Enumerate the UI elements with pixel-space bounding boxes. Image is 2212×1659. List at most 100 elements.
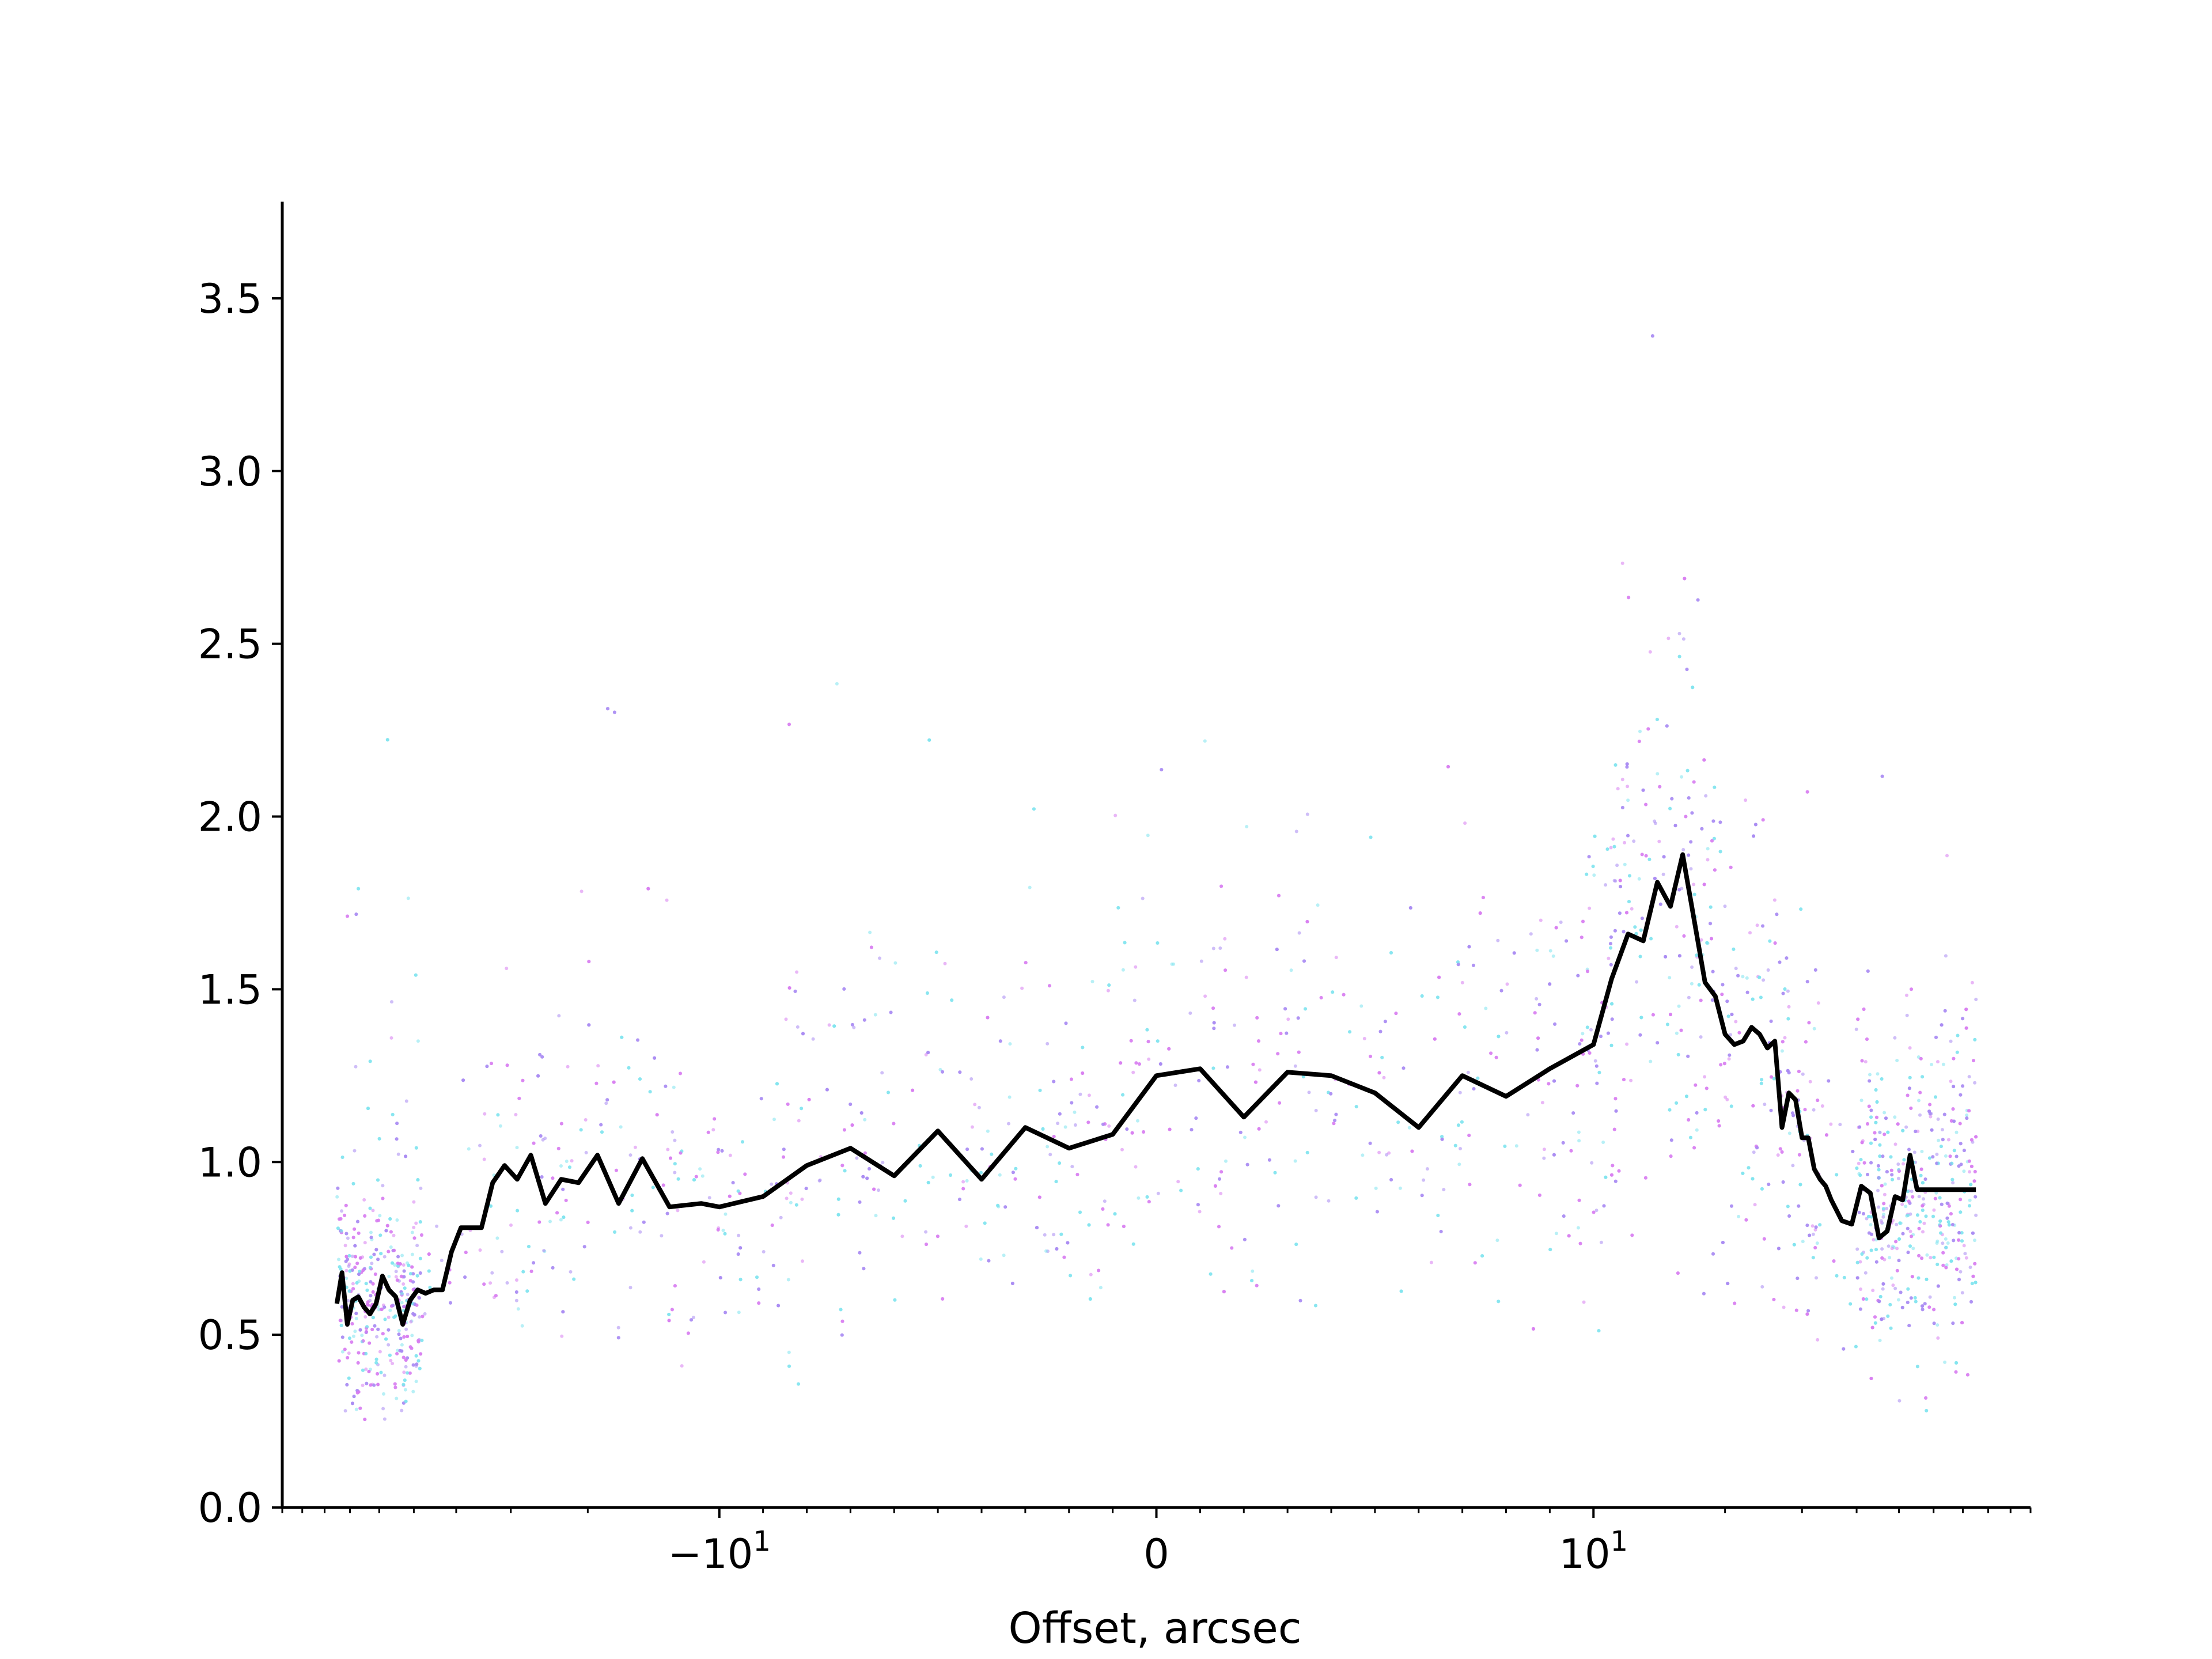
scatter-point [1575, 1084, 1580, 1088]
scatter-point [418, 1256, 422, 1260]
scatter-point [720, 1149, 724, 1153]
scatter-point [1620, 561, 1624, 565]
scatter-point [1835, 1173, 1839, 1177]
scatter-point [1964, 1007, 1968, 1012]
scatter-point [1218, 946, 1222, 950]
scatter-point [527, 1245, 531, 1248]
scatter-point [1669, 1154, 1673, 1158]
scatter-point [628, 1286, 632, 1290]
scatter-point [365, 1288, 369, 1292]
scatter-point [713, 1117, 717, 1121]
scatter-point [672, 1085, 676, 1089]
scatter-point [1881, 1154, 1885, 1158]
scatter-point [1536, 1036, 1540, 1040]
scatter-point [384, 1337, 388, 1341]
scatter-point [1869, 1115, 1873, 1119]
scatter-point [1103, 1199, 1107, 1203]
scatter-point [1594, 1064, 1599, 1068]
scatter-point [1002, 1253, 1006, 1257]
scatter-point [1078, 1092, 1082, 1096]
y-tick-label: 1.5 [198, 966, 262, 1013]
scatter-point [374, 1361, 378, 1365]
scatter-point [1329, 1092, 1333, 1096]
scatter-point [369, 1255, 373, 1259]
scatter-point [1787, 1005, 1791, 1009]
scatter-point [1803, 1108, 1807, 1112]
scatter-point [395, 1122, 399, 1126]
scatter-point [340, 1350, 344, 1354]
scatter-point [1858, 1125, 1862, 1129]
scatter-point [1724, 1095, 1728, 1099]
y-tick-label: 3.5 [198, 275, 262, 323]
scatter-point [1567, 1234, 1571, 1238]
scatter-point [1818, 1223, 1822, 1227]
scatter-point [565, 1160, 569, 1163]
scatter-point [343, 1244, 347, 1248]
scatter-point [620, 1035, 624, 1039]
scatter-point [1944, 954, 1948, 958]
scatter-point [355, 1281, 359, 1285]
scatter-point [1684, 815, 1688, 819]
scatter-point [1209, 1272, 1213, 1276]
scatter-point [351, 1282, 355, 1286]
scatter-point [1460, 980, 1464, 984]
scatter-point [1625, 911, 1628, 915]
scatter-point [1540, 1101, 1544, 1105]
scatter-point [969, 1077, 974, 1081]
scatter-point [1382, 1075, 1386, 1080]
scatter-point [1804, 1040, 1808, 1044]
scatter-point [892, 1216, 895, 1220]
scatter-point [559, 1164, 563, 1168]
scatter-point [490, 1271, 494, 1275]
scatter-point [404, 1327, 408, 1331]
scatter-point [464, 1251, 468, 1255]
scatter-point [1914, 1300, 1918, 1304]
scatter-point [397, 1332, 401, 1336]
scatter-point [1902, 1158, 1906, 1162]
scatter-point [1639, 1016, 1643, 1020]
scatter-point [679, 1151, 683, 1155]
scatter-point [1058, 1112, 1062, 1116]
scatter-point [1552, 1153, 1556, 1157]
scatter-point [1625, 1042, 1629, 1046]
scatter-point [1172, 962, 1176, 966]
scatter-point [935, 1234, 940, 1238]
scatter-point [1675, 1031, 1679, 1035]
scatter-point [1334, 1112, 1338, 1116]
scatter-point [1855, 1260, 1859, 1264]
scatter-point [1923, 1302, 1927, 1306]
scatter-point [396, 1264, 400, 1268]
scatter-point [343, 1409, 347, 1413]
scatter-point [1832, 1259, 1836, 1263]
scatter-point [977, 1105, 981, 1109]
scatter-point [1945, 1216, 1949, 1220]
scatter-point [614, 1168, 618, 1172]
scatter-point [1962, 1169, 1966, 1173]
scatter-point [1867, 1104, 1871, 1108]
scatter-point [1073, 1123, 1077, 1127]
scatter-point [1772, 1077, 1776, 1081]
scatter-point [807, 1097, 811, 1101]
scatter-point [1766, 968, 1770, 972]
scatter-point [1927, 1156, 1931, 1160]
scatter-point [1713, 868, 1717, 872]
scatter-point [1904, 1205, 1908, 1209]
scatter-point [1484, 1006, 1488, 1010]
scatter-point [1726, 1282, 1730, 1286]
scatter-point [1377, 1150, 1381, 1154]
scatter-point [1254, 1080, 1257, 1084]
scatter-point [612, 710, 616, 714]
scatter-point [1928, 1103, 1932, 1107]
scatter-point [1962, 1244, 1966, 1248]
scatter-point [1647, 857, 1652, 861]
scatter-point [1959, 1142, 1963, 1146]
scatter-point [1622, 930, 1626, 934]
scatter-point [1902, 1162, 1905, 1166]
scatter-point [1761, 818, 1765, 822]
scatter-point [1081, 1071, 1085, 1075]
scatter-point [371, 1290, 375, 1294]
scatter-point [1618, 878, 1622, 882]
scatter-point [1101, 1207, 1105, 1211]
scatter-point [1890, 1247, 1894, 1251]
scatter-point [517, 1096, 521, 1100]
